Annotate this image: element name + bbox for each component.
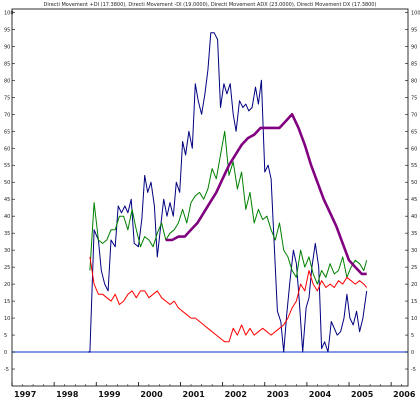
y-tick-label-right: 40 (411, 214, 417, 220)
y-tick-label-right: 100 (411, 10, 420, 16)
y-tick-label-left: 30 (4, 248, 10, 254)
y-tick-label-left: 65 (4, 129, 10, 135)
y-tick-label-left: 55 (4, 163, 10, 169)
x-tick-label: 2004 (309, 390, 332, 399)
y-tick-label-right: 90 (411, 44, 417, 50)
y-tick-label-left: 75 (4, 95, 10, 101)
y-tick-label-left: 5 (4, 333, 7, 339)
y-tick-label-right: 25 (411, 265, 417, 271)
y-tick-label-right: 10 (411, 316, 417, 322)
series-line-2 (89, 130, 368, 285)
x-tick-label: 2000 (140, 390, 163, 399)
y-tick-label-left: 85 (4, 61, 10, 67)
y-tick-label-right: 95 (411, 27, 417, 33)
y-tick-label-left: 45 (4, 197, 10, 203)
y-tick-label-left: 40 (4, 214, 10, 220)
y-tick-label-right: -5 (411, 367, 416, 373)
y-tick-label-right: 75 (411, 95, 417, 101)
y-tick-label-left: 80 (4, 78, 10, 84)
x-tick-label: 2002 (225, 390, 247, 399)
plot-border (11, 8, 409, 387)
y-axis-right: 1009590858075706560555045403530252015105… (405, 10, 420, 373)
y-tick-label-right: 5 (411, 333, 414, 339)
y-tick-label-left: 95 (4, 27, 10, 33)
y-tick-label-left: 20 (4, 282, 10, 288)
y-tick-label-right: 70 (411, 112, 417, 118)
y-tick-label-right: 30 (411, 248, 417, 254)
y-tick-label-left: 10 (4, 316, 10, 322)
y-tick-label-left: 70 (4, 112, 10, 118)
y-tick-label-left: -5 (4, 367, 9, 373)
y-tick-label-right: 0 (411, 350, 414, 356)
x-tick-label: 2005 (351, 390, 374, 399)
x-axis: 1997 1998 1999 2000 2001 2002 2003 2004 2005 2006 (11, 382, 416, 399)
y-tick-label-left: 0 (4, 350, 7, 356)
y-tick-label-left: 15 (4, 299, 10, 305)
series-line-3 (89, 256, 368, 343)
y-axis-left: 1009590858075706560555045403530252015105… (4, 10, 15, 373)
series-layer (87, 32, 368, 353)
plot-frame (11, 8, 409, 387)
y-tick-label-right: 45 (411, 197, 417, 203)
y-tick-label-left: 90 (4, 44, 10, 50)
y-tick-label-left: 25 (4, 265, 10, 271)
y-tick-label-left: 60 (4, 146, 10, 152)
y-tick-label-left: 50 (4, 180, 10, 186)
y-tick-label-right: 85 (411, 61, 417, 67)
x-tick-label: 2001 (183, 390, 206, 399)
series-line-4 (165, 113, 367, 276)
x-tick-label: 1997 (14, 390, 36, 399)
series-line-1 (87, 32, 368, 353)
y-tick-label-right: 65 (411, 129, 417, 135)
y-tick-label-right: 55 (411, 163, 417, 169)
x-tick-label: 2006 (393, 390, 416, 399)
y-tick-label-right: 20 (411, 282, 417, 288)
y-tick-label-right: 80 (411, 78, 417, 84)
y-tick-label-right: 60 (411, 146, 417, 152)
chart-title: Directi Movement +DI (17.3800), Directi … (44, 2, 377, 8)
y-tick-label-right: 35 (411, 231, 417, 237)
x-tick-label: 2003 (267, 390, 289, 399)
y-tick-label-left: 100 (4, 10, 14, 16)
y-tick-label-left: 35 (4, 231, 10, 237)
x-tick-label: 1998 (56, 390, 79, 399)
y-tick-label-right: 50 (411, 180, 417, 186)
x-tick-label: 1999 (98, 390, 121, 399)
y-tick-label-right: 15 (411, 299, 417, 305)
